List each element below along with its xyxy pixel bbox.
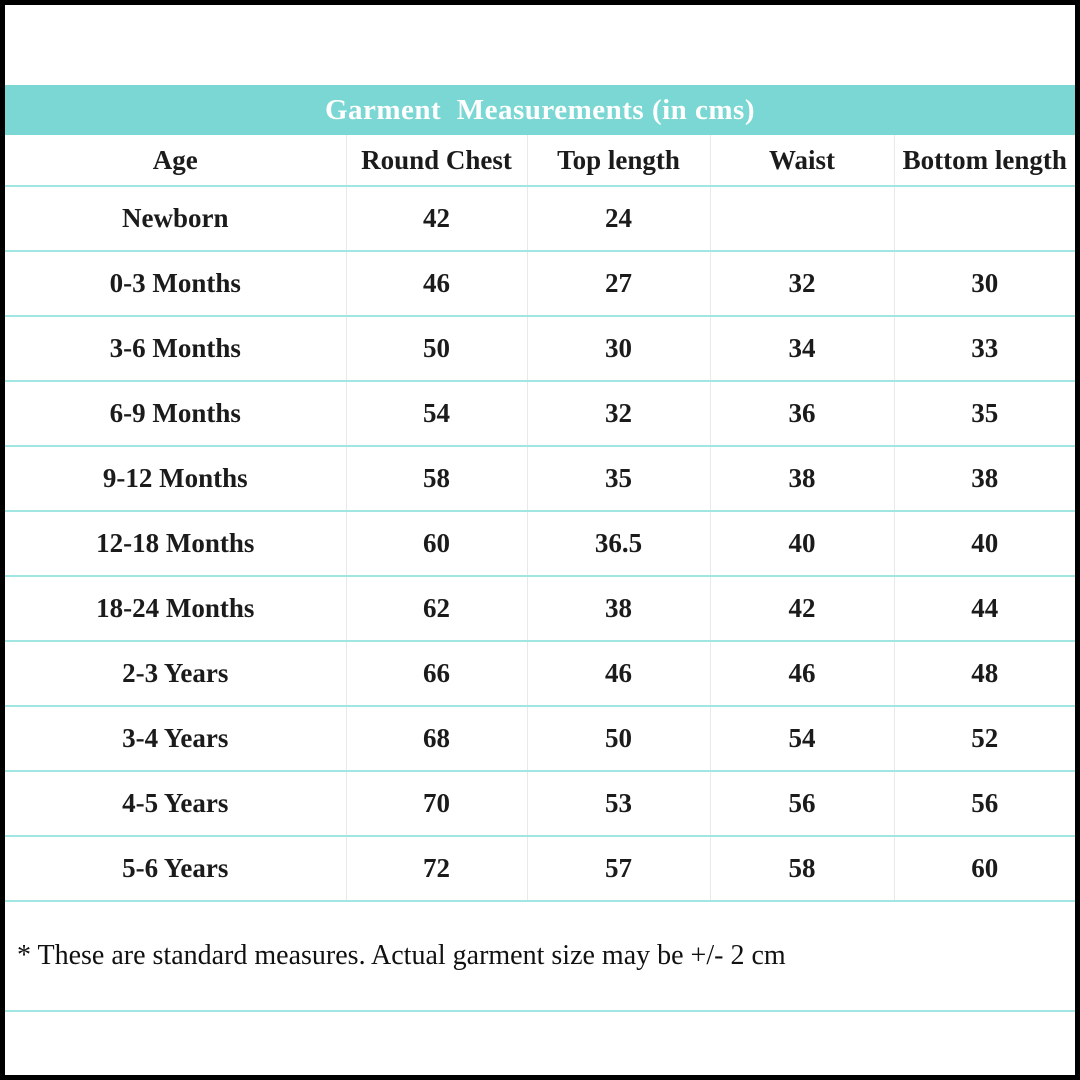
table-cell: 27 bbox=[527, 251, 711, 317]
table-row: 0-3 Months 46 27 32 30 bbox=[5, 251, 1075, 317]
table-cell: 62 bbox=[346, 576, 528, 642]
table-cell: 44 bbox=[894, 576, 1075, 642]
table-cell: 38 bbox=[527, 576, 711, 642]
table-cell: 6-9 Months bbox=[5, 381, 347, 447]
table-row: 9-12 Months 58 35 38 38 bbox=[5, 446, 1075, 512]
table-cell: 4-5 Years bbox=[5, 771, 347, 837]
table-row: 4-5 Years 70 53 56 56 bbox=[5, 771, 1075, 837]
table-cell: 38 bbox=[894, 446, 1075, 512]
table-row: 12-18 Months 60 36.5 40 40 bbox=[5, 511, 1075, 577]
table-cell: 58 bbox=[346, 446, 528, 512]
table-cell: 72 bbox=[346, 836, 528, 902]
table-cell: 18-24 Months bbox=[5, 576, 347, 642]
table-cell: 46 bbox=[527, 641, 711, 707]
bottom-whitespace bbox=[5, 1012, 1075, 1075]
table-cell: 50 bbox=[346, 316, 528, 382]
table-cell: 68 bbox=[346, 706, 528, 772]
table-cell: 3-4 Years bbox=[5, 706, 347, 772]
table-cell: 54 bbox=[710, 706, 895, 772]
table-cell: 2-3 Years bbox=[5, 641, 347, 707]
table-row: 3-4 Years 68 50 54 52 bbox=[5, 706, 1075, 772]
table-row: Newborn 42 24 bbox=[5, 186, 1075, 252]
measurements-table: Age Round Chest Top length Waist Bottom leng… bbox=[5, 135, 1075, 902]
table-cell: 56 bbox=[710, 771, 895, 837]
table-cell: 60 bbox=[894, 836, 1075, 902]
column-header: Waist bbox=[710, 135, 895, 187]
table-cell: 35 bbox=[527, 446, 711, 512]
table-cell: 24 bbox=[527, 186, 711, 252]
footnote-row: * These are standard measures. Actual ga… bbox=[5, 902, 1075, 1012]
table-cell: 40 bbox=[710, 511, 895, 577]
table-cell: 30 bbox=[527, 316, 711, 382]
table-cell: 42 bbox=[710, 576, 895, 642]
table-row: 6-9 Months 54 32 36 35 bbox=[5, 381, 1075, 447]
table-cell: 32 bbox=[527, 381, 711, 447]
table-cell: 12-18 Months bbox=[5, 511, 347, 577]
table-cell: 54 bbox=[346, 381, 528, 447]
table-cell: 30 bbox=[894, 251, 1075, 317]
table-cell: 38 bbox=[710, 446, 895, 512]
table-cell: 5-6 Years bbox=[5, 836, 347, 902]
table-cell: 36 bbox=[710, 381, 895, 447]
table-cell: 33 bbox=[894, 316, 1075, 382]
table-cell: 40 bbox=[894, 511, 1075, 577]
table-cell: 46 bbox=[710, 641, 895, 707]
table-cell: 60 bbox=[346, 511, 528, 577]
table-header-row: Age Round Chest Top length Waist Bottom leng… bbox=[5, 135, 1075, 187]
table-title: Garment Measurements (in cms) bbox=[324, 93, 756, 126]
column-header: Age bbox=[5, 135, 347, 187]
table-cell: 70 bbox=[346, 771, 528, 837]
table-cell: 32 bbox=[710, 251, 895, 317]
table-cell: 53 bbox=[527, 771, 711, 837]
table-cell: 35 bbox=[894, 381, 1075, 447]
table-cell: 52 bbox=[894, 706, 1075, 772]
top-whitespace bbox=[5, 5, 1075, 85]
table-cell: 46 bbox=[346, 251, 528, 317]
table-cell: 57 bbox=[527, 836, 711, 902]
footnote-text: * These are standard measures. Actual ga… bbox=[17, 940, 786, 971]
table-cell: 42 bbox=[346, 186, 528, 252]
column-header: Top length bbox=[527, 135, 711, 187]
table-cell: 0-3 Months bbox=[5, 251, 347, 317]
table-row: 18-24 Months 62 38 42 44 bbox=[5, 576, 1075, 642]
table-cell bbox=[710, 186, 895, 252]
table-cell: 36.5 bbox=[527, 511, 711, 577]
column-header: Bottom length bbox=[894, 135, 1075, 187]
table-cell: 58 bbox=[710, 836, 895, 902]
table-cell: Newborn bbox=[5, 186, 347, 252]
table-cell bbox=[894, 186, 1075, 252]
table-row: 3-6 Months 50 30 34 33 bbox=[5, 316, 1075, 382]
table-cell: 50 bbox=[527, 706, 711, 772]
table-title-bar: Garment Measurements (in cms) bbox=[5, 85, 1075, 135]
table-row: 2-3 Years 66 46 46 48 bbox=[5, 641, 1075, 707]
table-cell: 9-12 Months bbox=[5, 446, 347, 512]
table-cell: 34 bbox=[710, 316, 895, 382]
table-row: 5-6 Years 72 57 58 60 bbox=[5, 836, 1075, 902]
column-header: Round Chest bbox=[346, 135, 528, 187]
table-cell: 3-6 Months bbox=[5, 316, 347, 382]
table-cell: 66 bbox=[346, 641, 528, 707]
table-cell: 56 bbox=[894, 771, 1075, 837]
table-cell: 48 bbox=[894, 641, 1075, 707]
